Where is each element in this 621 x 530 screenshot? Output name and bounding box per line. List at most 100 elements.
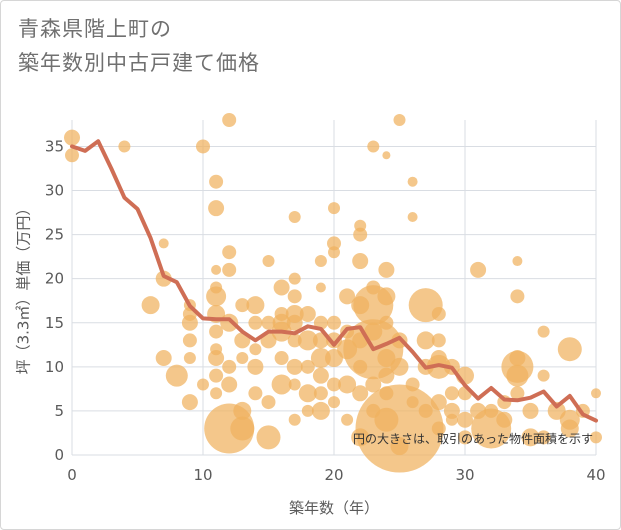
bubble-point: [354, 219, 367, 232]
bubble-point: [510, 386, 525, 401]
bubble-point: [274, 351, 289, 366]
bubble-point: [510, 289, 525, 304]
bubble-point: [271, 374, 292, 395]
bubble-point: [222, 245, 237, 260]
bubble-point: [197, 378, 209, 391]
bubble-point: [379, 386, 394, 401]
bubble-point: [377, 287, 396, 306]
bubble-point: [206, 286, 227, 307]
bubble-point: [64, 129, 80, 146]
bubble-point: [210, 387, 223, 400]
bubble-point: [512, 256, 523, 267]
bubble-point: [286, 314, 303, 331]
bubble-point: [235, 298, 250, 313]
bubble-point: [430, 394, 447, 411]
bubble-point: [458, 430, 472, 445]
bubble-point: [209, 324, 224, 339]
bubble-point: [311, 401, 330, 420]
bubble-point: [407, 211, 418, 222]
bubble-point: [301, 404, 314, 417]
bubble-point: [222, 262, 237, 277]
bubble-point: [118, 140, 131, 153]
y-tick-labels: 0 5 10 15 20 25 30 35: [45, 137, 64, 464]
bubble-point: [557, 337, 582, 362]
bubble-point: [406, 396, 419, 409]
bubble-point: [590, 431, 602, 444]
bubble-point: [443, 402, 460, 419]
bubble-point: [374, 407, 399, 432]
bubble-point: [248, 315, 263, 330]
bubble-point: [352, 385, 369, 402]
bubble-point: [521, 428, 540, 447]
bubble-point: [509, 350, 526, 367]
y-tick-label: 30: [45, 182, 64, 200]
y-tick-label: 35: [45, 137, 64, 155]
bubble-point: [249, 343, 262, 356]
bubble-point: [367, 140, 380, 153]
bubble-point: [365, 376, 382, 393]
bubble-point: [431, 421, 446, 436]
bubble-point: [431, 306, 446, 321]
bubble-point: [470, 402, 487, 419]
bubble-point: [236, 352, 249, 365]
bubble-point: [300, 359, 315, 374]
bubble-point: [366, 403, 381, 418]
y-axis-label: 坪（3.3㎡）単価（万円）: [15, 201, 33, 375]
bubble-point: [536, 430, 551, 445]
bubble-point: [183, 352, 196, 365]
bubble-point: [315, 282, 326, 293]
bubble-point: [407, 176, 418, 187]
bubble-point: [165, 364, 188, 387]
bubble-point: [378, 367, 395, 384]
x-tick-label: 0: [67, 466, 77, 484]
bubble-point: [158, 238, 169, 249]
x-tick-label: 40: [586, 466, 605, 484]
bubble-point: [155, 350, 172, 367]
bubble-point: [298, 384, 317, 403]
bubble-point: [484, 403, 499, 418]
bubble-point: [247, 358, 264, 375]
y-tick-label: 0: [54, 446, 64, 464]
bubble-point: [339, 288, 356, 305]
bubble-point: [261, 315, 276, 330]
bubble-point: [209, 174, 224, 189]
bubble-point: [341, 413, 354, 426]
bubble-point: [496, 411, 513, 428]
bubble-point: [208, 350, 225, 367]
bubble-size-note: 円の大きさは、取引のあった物件面積を示す: [353, 431, 593, 446]
bubble-point: [457, 411, 473, 428]
bubble-point: [405, 377, 420, 392]
bubble-point: [390, 437, 409, 456]
bubble-point: [196, 139, 210, 154]
bubble-point: [248, 386, 263, 401]
x-tick-label: 10: [193, 466, 212, 484]
bubble-point: [209, 368, 224, 383]
x-axis-label: 築年数（年）: [289, 499, 379, 517]
bubble-point: [537, 369, 550, 382]
bubble-point: [366, 280, 381, 295]
bubble-point: [313, 386, 328, 401]
bubble-point: [522, 402, 539, 419]
bubble-point: [208, 200, 225, 217]
bubble-point: [338, 375, 357, 394]
bubble-point: [233, 401, 252, 420]
bubble-point: [297, 330, 318, 351]
bubble-point: [256, 425, 281, 450]
bubble-point: [377, 349, 396, 368]
bubble-point: [560, 419, 579, 438]
bubble-point: [470, 261, 487, 278]
bubble-point: [352, 253, 369, 270]
bubble-point: [390, 357, 409, 376]
bubble-point: [230, 416, 255, 441]
bubble-point: [393, 114, 406, 126]
bubble-point: [182, 333, 197, 348]
bubble-point: [210, 343, 223, 356]
bubble-point: [246, 296, 265, 315]
bubble-point: [222, 113, 237, 127]
bubble-point: [382, 151, 391, 160]
bubble-point: [591, 388, 601, 399]
y-tick-label: 20: [45, 270, 64, 288]
bubble-point: [328, 202, 340, 215]
bubble-point: [262, 255, 275, 268]
